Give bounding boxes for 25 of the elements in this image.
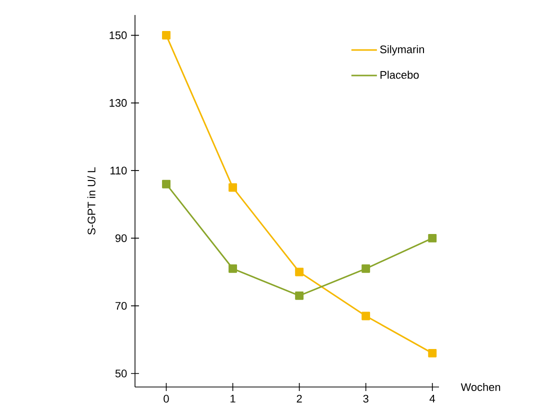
- legend-label: Silymarin: [380, 45, 424, 56]
- x-tick-label: 2: [296, 394, 302, 402]
- point: [428, 348, 437, 358]
- x-tick-label: 4: [430, 394, 436, 402]
- point: [162, 31, 171, 40]
- y-tick-label: 90: [115, 234, 127, 242]
- y-tick-label: 110: [110, 166, 127, 174]
- point: [362, 312, 370, 320]
- point: [295, 291, 304, 300]
- point: [428, 234, 437, 242]
- y-tick-label: 50: [115, 370, 127, 378]
- point: [162, 180, 171, 188]
- y-tick-label: 70: [116, 302, 127, 310]
- x-tick-label: 3: [363, 394, 368, 403]
- point: [295, 268, 304, 276]
- legend-label: Placebo: [380, 70, 419, 79]
- y-tick-label: 150: [110, 31, 127, 40]
- y-axis-title: S-GPT in U/ L: [87, 167, 96, 235]
- x-tick-label: 1: [230, 394, 236, 402]
- point: [228, 183, 238, 192]
- point: [228, 264, 238, 273]
- x-tick-label: 0: [164, 394, 169, 403]
- y-tick-label: 130: [110, 99, 127, 107]
- point: [362, 264, 370, 273]
- x-axis-title: Wochen: [460, 382, 500, 392]
